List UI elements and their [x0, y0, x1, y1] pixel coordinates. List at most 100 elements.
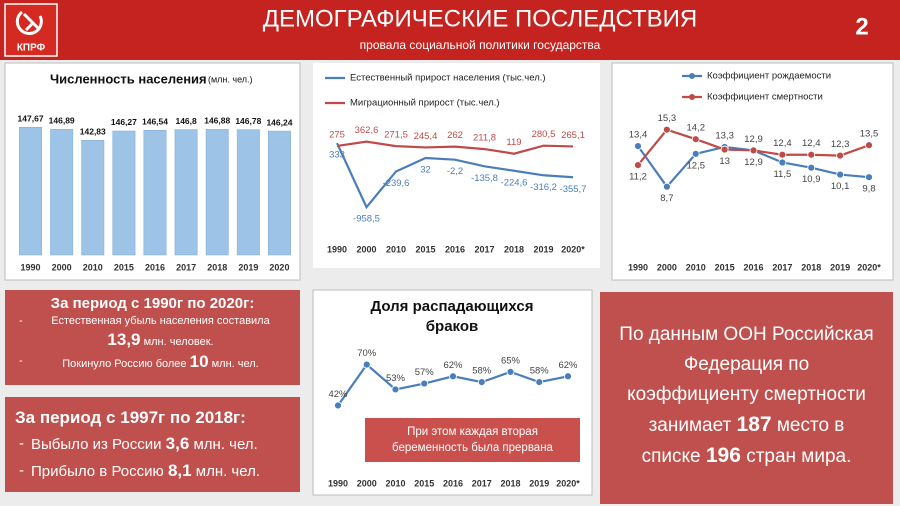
- item-value: 8,1: [167, 461, 192, 480]
- marker: [720, 145, 729, 154]
- value-label: 12,9: [744, 157, 763, 168]
- note-text: стран мира.: [746, 446, 852, 467]
- value-label: 9,8: [862, 184, 875, 195]
- x-tick-label: 2020*: [857, 262, 881, 272]
- value-label: 142,83: [80, 126, 106, 136]
- logo-box: [4, 3, 58, 57]
- value-label: 62%: [443, 360, 463, 371]
- legend-marker: [689, 94, 695, 100]
- value-label: 57%: [415, 367, 435, 378]
- bar: [174, 129, 198, 256]
- value-label: -239,6: [383, 178, 410, 189]
- value-label: 58%: [530, 366, 550, 377]
- value-label: 10,1: [831, 181, 850, 192]
- marker: [535, 378, 544, 387]
- summary-title: За период с 1990г по 2020г:: [50, 295, 255, 312]
- value-label: 119: [506, 137, 521, 148]
- marker: [691, 149, 700, 158]
- chart-title: Доля распадающихся браков: [370, 298, 534, 335]
- note-total: 196: [705, 444, 741, 467]
- value-label: 245,4: [414, 131, 438, 142]
- marker: [865, 173, 873, 182]
- marker: [634, 142, 642, 150]
- panel: [313, 63, 600, 268]
- marker: [807, 150, 816, 159]
- value-label: 146,88: [204, 116, 230, 126]
- value-label: -958,5: [353, 214, 380, 225]
- x-tick-label: 1990: [327, 244, 347, 254]
- item-unit: млн. чел.: [211, 358, 259, 370]
- header-band: [0, 0, 900, 60]
- value-label: 42%: [328, 389, 348, 400]
- value-label: 147,67: [18, 113, 44, 123]
- marker: [564, 372, 572, 381]
- x-tick-label: 2018: [801, 262, 821, 272]
- bar: [143, 130, 167, 256]
- value-label: 271,5: [384, 130, 408, 141]
- value-label: 12,4: [802, 138, 821, 149]
- marker: [691, 135, 700, 144]
- x-tick-label: 2015: [415, 244, 435, 254]
- marker: [634, 161, 642, 169]
- summary-box: За период с 1990г по 2020г: Естественная…: [5, 290, 300, 385]
- x-tick-label: 2010: [83, 262, 103, 272]
- bar: [205, 129, 229, 256]
- x-tick-label: 2000: [357, 478, 377, 488]
- page-number: 2: [855, 13, 868, 40]
- x-tick-label: 2010: [686, 262, 706, 272]
- value-label: 11,5: [773, 169, 791, 180]
- logo-emblem: [15, 10, 43, 35]
- marker: [778, 150, 787, 159]
- value-label: 262: [447, 130, 463, 141]
- item-unit: млн. чел.: [193, 436, 258, 453]
- x-tick-label: 2000: [356, 244, 376, 254]
- marker: [477, 378, 486, 387]
- marker: [662, 125, 671, 134]
- value-label: 362,6: [355, 125, 379, 136]
- value-label: 12,3: [831, 139, 850, 150]
- legend-label: Коэффициент рождаемости: [707, 71, 831, 82]
- value-label: 13,4: [629, 130, 648, 141]
- x-tick-label: 1990: [328, 478, 348, 488]
- x-tick-label: 2010: [386, 244, 406, 254]
- value-label: 211,8: [473, 133, 496, 144]
- note-text: По данным ООН Российская Федерация по ко…: [619, 324, 874, 436]
- chart-subtitle: (млн. чел.): [208, 74, 253, 84]
- x-tick-label: 2019: [533, 244, 553, 254]
- summary-box: За период с 1997г по 2018г: Выбыло из Ро…: [5, 397, 300, 492]
- value-label: 58%: [472, 366, 492, 377]
- value-label: 265,1: [561, 130, 585, 141]
- value-label: 146,24: [266, 117, 292, 127]
- x-tick-label: 2010: [385, 478, 405, 488]
- x-tick-label: 2017: [474, 244, 494, 254]
- item-text: Покинуло Россию более: [62, 358, 187, 370]
- note-text: место в списке: [641, 415, 845, 467]
- value-label: 146,54: [142, 117, 168, 127]
- legend-label: Естественный прирост населения (тыс.чел.…: [350, 73, 546, 84]
- x-tick-label: 2017: [176, 262, 196, 272]
- value-label: 65%: [501, 355, 521, 366]
- value-label: -135,8: [471, 173, 498, 184]
- value-label: 146,27: [111, 117, 137, 127]
- bar: [19, 126, 43, 256]
- marker: [778, 158, 787, 167]
- value-label: 12,4: [773, 138, 792, 149]
- value-label: 275: [329, 129, 345, 140]
- marker: [865, 141, 873, 150]
- line: [336, 142, 574, 210]
- value-label: 146,78: [235, 116, 261, 126]
- value-label: -355,7: [560, 184, 587, 195]
- value-label: -316,2: [530, 182, 557, 193]
- x-tick-label: 1990: [21, 262, 41, 272]
- x-tick-label: 2019: [238, 262, 258, 272]
- x-tick-label: 2019: [830, 262, 850, 272]
- value-label: 53%: [386, 373, 406, 384]
- marker: [836, 151, 845, 160]
- item-value: 10: [189, 352, 209, 371]
- value-label: -224,6: [501, 177, 528, 188]
- value-label: 146,89: [49, 116, 75, 126]
- x-tick-label: 2018: [504, 244, 524, 254]
- value-label: 12,5: [687, 160, 706, 171]
- bar: [50, 129, 74, 256]
